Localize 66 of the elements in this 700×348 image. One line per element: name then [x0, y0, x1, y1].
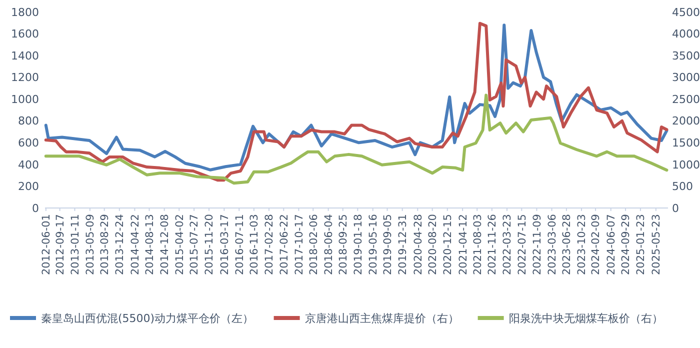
y2-tick-label: 3500 [672, 49, 700, 62]
y2-tick-label: 500 [672, 180, 693, 194]
x-tick-label: 2020-08-20 [426, 214, 439, 276]
y-tick-label: 800 [18, 114, 39, 128]
x-tick-label: 2018-06-04 [322, 214, 335, 276]
x-tick-label: 2025-05-23 [650, 214, 663, 276]
y-tick-label: 1000 [11, 92, 39, 106]
y-tick-label: 1200 [11, 71, 39, 84]
x-tick-label: 2012-09-17 [54, 214, 66, 276]
x-tick-label: 2019-09-05 [382, 214, 394, 276]
x-tick-label: 2021-11-26 [486, 214, 499, 276]
x-tick-label: 2015-04-02 [174, 214, 186, 276]
x-tick-label: 2020-12-15 [442, 214, 454, 276]
x-tick-label: 2021-04-12 [457, 214, 470, 276]
x-tick-label: 2019-05-16 [368, 214, 380, 276]
x-tick-label: 2013-05-09 [84, 214, 97, 276]
y2-tick-label: 4500 [672, 6, 700, 19]
y2-tick-label: 2000 [672, 114, 700, 128]
x-tick-label: 2022-07-15 [516, 214, 528, 276]
y-tick-label: 1400 [11, 49, 39, 62]
y2-tick-label: 1500 [672, 136, 700, 150]
x-tick-label: 2019-01-18 [352, 214, 364, 276]
x-tick-label: 2016-03-17 [218, 214, 231, 276]
legend-label: 秦皇岛山西优混(5500)动力煤平仓价（左） [41, 312, 254, 325]
y-tick-label: 1800 [11, 6, 39, 19]
x-tick-label: 2024-09-29 [620, 214, 632, 276]
x-tick-label: 2022-03-23 [502, 214, 514, 276]
x-tick-label: 2014-12-08 [159, 214, 171, 276]
x-tick-label: 2020-04-28 [412, 214, 424, 276]
y2-tick-label: 4000 [672, 28, 700, 41]
x-tick-label: 2024-06-07 [606, 214, 618, 276]
x-tick-label: 2024-02-09 [590, 214, 602, 276]
x-tick-label: 2012-06-01 [40, 214, 53, 276]
line-series [44, 94, 668, 185]
y-tick-label: 600 [18, 136, 39, 150]
x-tick-label: 2013-08-29 [99, 214, 112, 276]
y2-tick-label: 2500 [672, 92, 700, 106]
x-tick-label: 2015-07-27 [188, 214, 201, 276]
y-tick-label: 400 [18, 158, 39, 172]
legend-label: 京唐港山西主焦煤库提价（右） [304, 312, 459, 325]
x-tick-label: 2016-07-11 [234, 214, 246, 276]
x-tick-label: 2023-03-06 [546, 214, 558, 276]
y2-tick-label: 0 [672, 202, 679, 215]
x-tick-label: 2018-02-06 [308, 214, 320, 276]
x-tick-label: 2016-11-03 [248, 214, 261, 276]
x-tick-label: 2022-11-09 [531, 214, 544, 276]
y-tick-label: 0 [32, 202, 39, 215]
x-tick-label: 2013-12-24 [114, 214, 126, 276]
x-tick-label: 2025-01-23 [635, 214, 648, 276]
y-tick-label: 1600 [11, 28, 39, 41]
y2-tick-label: 3000 [672, 71, 700, 84]
x-tick-label: 2017-10-17 [293, 214, 306, 276]
x-tick-label: 2015-11-20 [204, 214, 216, 276]
x-tick-label: 2017-02-28 [264, 214, 276, 276]
y-tick-label: 200 [18, 180, 39, 194]
legend-label: 阳泉洗中块无烟煤车板价（右） [508, 312, 663, 325]
x-tick-label: 2014-08-13 [144, 214, 156, 276]
y2-tick-label: 1000 [672, 158, 700, 172]
x-tick-label: 2017-06-22 [278, 214, 290, 276]
x-tick-label: 2013-01-11 [69, 214, 82, 276]
x-tick-label: 2019-12-31 [397, 214, 409, 276]
x-tick-label: 2023-06-28 [561, 214, 574, 276]
x-tick-label: 2018-09-25 [338, 214, 350, 276]
x-tick-label: 2014-04-22 [129, 214, 142, 276]
x-tick-label: 2021-08-03 [472, 214, 484, 276]
x-tick-label: 2023-10-23 [576, 214, 588, 276]
